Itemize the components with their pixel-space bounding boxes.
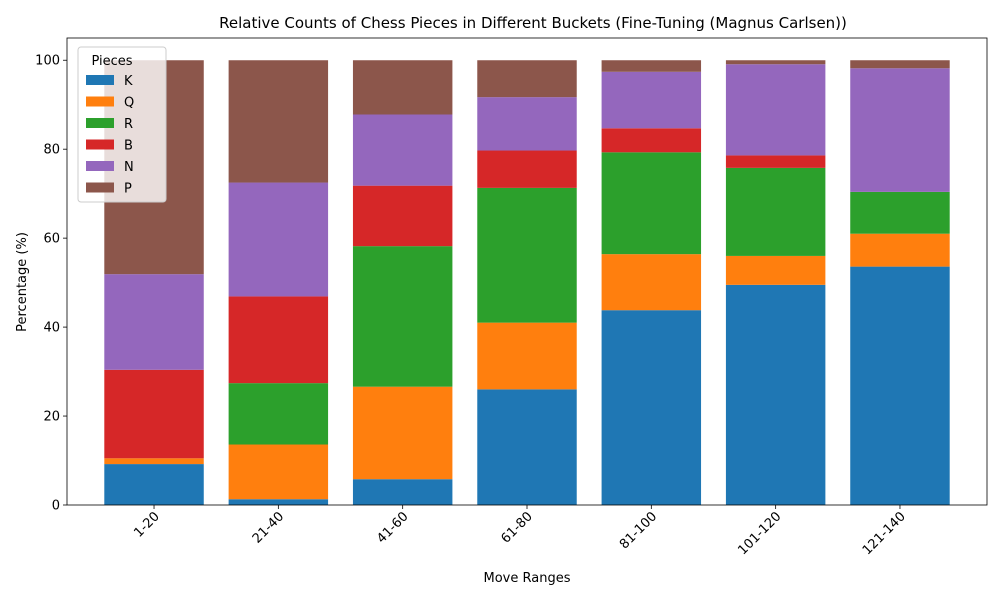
bar-Q-1-20	[104, 458, 204, 465]
bar-P-41-60	[352, 60, 453, 115]
bar-P-61-80	[477, 60, 577, 98]
legend-label-P: P	[124, 182, 132, 197]
series-N	[104, 64, 950, 370]
bar-Q-21-40	[228, 444, 329, 500]
bar-Q-121-140	[850, 233, 950, 267]
legend-swatch-Q	[86, 96, 114, 107]
y-tick-label: 60	[43, 232, 60, 247]
bar-N-101-120	[725, 64, 826, 156]
legend-label-Q: Q	[124, 96, 134, 111]
bar-B-101-120	[725, 155, 826, 168]
x-axis-label: Move Ranges	[484, 571, 571, 586]
bar-N-21-40	[228, 182, 329, 297]
bar-Q-41-60	[352, 386, 453, 480]
bar-P-121-140	[850, 60, 950, 69]
y-tick-label: 20	[43, 410, 60, 425]
legend-swatch-P	[86, 182, 114, 193]
chart-title: Relative Counts of Chess Pieces in Diffe…	[219, 14, 847, 32]
legend-swatch-N	[86, 161, 114, 171]
bar-K-81-100	[601, 310, 702, 505]
bar-B-61-80	[477, 150, 577, 188]
bar-N-1-20	[104, 274, 204, 370]
y-axis-label: Percentage (%)	[15, 232, 30, 332]
bar-Q-81-100	[601, 254, 702, 311]
series-R	[228, 152, 950, 445]
bar-B-41-60	[352, 185, 453, 247]
bar-K-61-80	[477, 389, 577, 505]
series-K	[104, 266, 950, 505]
y-tick-label: 80	[43, 143, 60, 158]
y-tick-label: 100	[35, 54, 60, 69]
series-B	[104, 128, 826, 459]
legend-label-B: B	[124, 139, 133, 154]
bar-P-101-120	[725, 60, 826, 65]
bar-N-81-100	[601, 71, 702, 129]
legend-label-R: R	[124, 117, 133, 132]
bar-R-81-100	[601, 152, 702, 255]
bar-P-21-40	[228, 60, 329, 183]
bar-R-21-40	[228, 383, 329, 445]
bar-N-41-60	[352, 114, 453, 186]
bar-B-21-40	[228, 296, 329, 384]
bar-R-61-80	[477, 187, 577, 323]
bar-K-1-20	[104, 464, 204, 505]
bar-R-121-140	[850, 191, 950, 234]
bar-P-81-100	[601, 60, 702, 72]
bar-B-1-20	[104, 369, 204, 459]
bar-K-101-120	[725, 284, 826, 505]
bar-R-101-120	[725, 167, 826, 256]
legend-label-N: N	[124, 160, 134, 175]
bar-Q-101-120	[725, 255, 826, 285]
bar-K-21-40	[228, 499, 329, 505]
bar-Q-61-80	[477, 322, 577, 390]
bar-B-81-100	[601, 128, 702, 153]
bar-R-41-60	[352, 246, 453, 387]
y-tick-label: 40	[43, 321, 60, 336]
bar-K-41-60	[352, 479, 453, 505]
y-tick-label: 0	[52, 499, 60, 514]
bar-K-121-140	[850, 266, 950, 505]
bars-group	[104, 60, 950, 505]
bar-N-121-140	[850, 68, 950, 192]
series-Q	[104, 233, 950, 500]
bar-N-61-80	[477, 97, 577, 151]
legend-swatch-K	[86, 75, 114, 85]
legend-swatch-R	[86, 118, 114, 128]
legend-swatch-B	[86, 139, 114, 150]
legend-label-K: K	[124, 74, 133, 89]
legend-title: Pieces	[91, 54, 132, 69]
